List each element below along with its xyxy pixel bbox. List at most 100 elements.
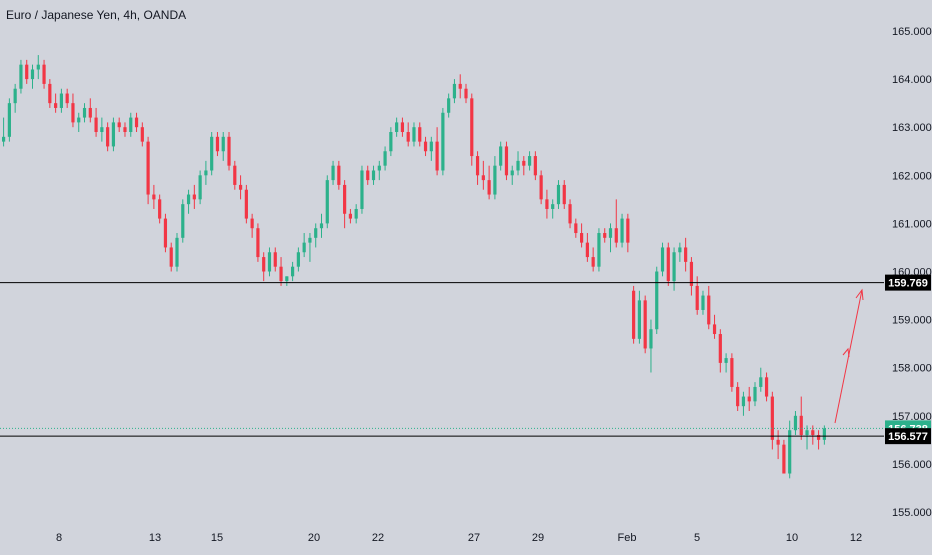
candle bbox=[377, 160, 381, 181]
candle-body bbox=[441, 112, 445, 171]
x-tick-label: 15 bbox=[211, 532, 223, 544]
candle-body bbox=[597, 233, 601, 267]
candle-body bbox=[36, 64, 40, 70]
candle-body bbox=[82, 107, 87, 118]
candle-body bbox=[210, 136, 214, 171]
candle bbox=[707, 285, 711, 330]
candle-body bbox=[707, 295, 711, 325]
candle-body bbox=[776, 439, 780, 445]
candle-body bbox=[2, 136, 6, 142]
candle bbox=[793, 410, 798, 436]
candle bbox=[308, 233, 312, 262]
candle-body bbox=[516, 160, 520, 171]
candle-body bbox=[770, 396, 774, 440]
candle-body bbox=[655, 271, 659, 330]
candle bbox=[689, 257, 694, 296]
candle bbox=[429, 136, 433, 161]
candle bbox=[452, 79, 457, 104]
y-tick-label: 156.000 bbox=[892, 459, 932, 471]
candle-body bbox=[169, 247, 173, 267]
candle bbox=[325, 175, 329, 229]
candle bbox=[36, 55, 40, 80]
candle-body bbox=[608, 228, 613, 238]
candle-body bbox=[13, 88, 17, 104]
candle bbox=[13, 83, 17, 113]
candle-body bbox=[510, 170, 514, 176]
candle bbox=[77, 112, 81, 133]
candle-body bbox=[736, 386, 740, 407]
candle bbox=[672, 247, 676, 291]
candle bbox=[233, 160, 237, 190]
candle-body bbox=[129, 117, 133, 133]
candle bbox=[470, 93, 474, 166]
candle-body bbox=[551, 204, 555, 209]
candle bbox=[152, 184, 156, 209]
candle-body bbox=[285, 276, 289, 282]
y-tick-label: 158.000 bbox=[892, 363, 932, 375]
candle-body bbox=[522, 160, 526, 166]
candle-body bbox=[412, 127, 416, 142]
candle bbox=[684, 237, 688, 272]
candle-body bbox=[262, 257, 266, 272]
candle-body bbox=[695, 285, 699, 310]
candle bbox=[129, 112, 133, 137]
x-tick-label: 13 bbox=[149, 532, 161, 544]
x-axis: 8 13 15 20 22 27 29 Feb 5 10 12 bbox=[56, 532, 862, 544]
candle bbox=[736, 382, 740, 411]
candle-body bbox=[181, 204, 185, 238]
y-tick-label: 161.000 bbox=[892, 218, 932, 230]
candle bbox=[626, 213, 630, 253]
candle bbox=[82, 103, 87, 123]
candle-body bbox=[19, 64, 23, 89]
candle bbox=[522, 156, 526, 176]
candle-body bbox=[54, 103, 58, 108]
candle bbox=[279, 257, 283, 286]
candle bbox=[94, 107, 98, 137]
candle bbox=[712, 314, 717, 339]
candle bbox=[759, 367, 763, 392]
candle bbox=[244, 184, 248, 224]
candle-body bbox=[30, 69, 35, 80]
y-tick-label: 163.000 bbox=[892, 122, 932, 134]
candle-body bbox=[712, 324, 717, 335]
candle-body bbox=[100, 127, 104, 133]
candle-body bbox=[175, 237, 179, 267]
candle bbox=[447, 93, 451, 118]
candle-body bbox=[302, 242, 306, 253]
candle-body bbox=[423, 141, 428, 152]
support-price-label: 156.577 bbox=[885, 428, 931, 445]
candle-body bbox=[123, 127, 127, 133]
candle bbox=[551, 199, 555, 219]
candle bbox=[591, 247, 595, 272]
candle-body bbox=[701, 295, 705, 310]
resistance-price-label-bg bbox=[885, 274, 931, 291]
candle-body bbox=[314, 228, 318, 238]
candle-body bbox=[163, 218, 168, 248]
candle bbox=[158, 194, 162, 224]
candle bbox=[753, 382, 757, 407]
candle-body bbox=[377, 165, 381, 171]
candle-body bbox=[221, 136, 225, 152]
candle bbox=[597, 228, 601, 272]
candle-body bbox=[48, 83, 52, 104]
candle bbox=[250, 213, 254, 238]
candle-body bbox=[59, 93, 63, 108]
candle-body bbox=[580, 233, 584, 243]
candle bbox=[215, 132, 220, 157]
candle-body bbox=[672, 252, 676, 282]
candle bbox=[423, 136, 428, 157]
candle-body bbox=[337, 165, 341, 185]
x-tick-label: 12 bbox=[850, 532, 862, 544]
x-tick-label: 5 bbox=[694, 532, 700, 544]
candle-body bbox=[71, 103, 75, 123]
candle bbox=[71, 93, 75, 128]
candle bbox=[267, 247, 272, 277]
candle-body bbox=[65, 93, 69, 104]
candle bbox=[25, 59, 29, 84]
candle bbox=[493, 156, 497, 200]
candle bbox=[123, 122, 127, 137]
candle bbox=[788, 420, 792, 479]
candle-body bbox=[747, 396, 751, 402]
